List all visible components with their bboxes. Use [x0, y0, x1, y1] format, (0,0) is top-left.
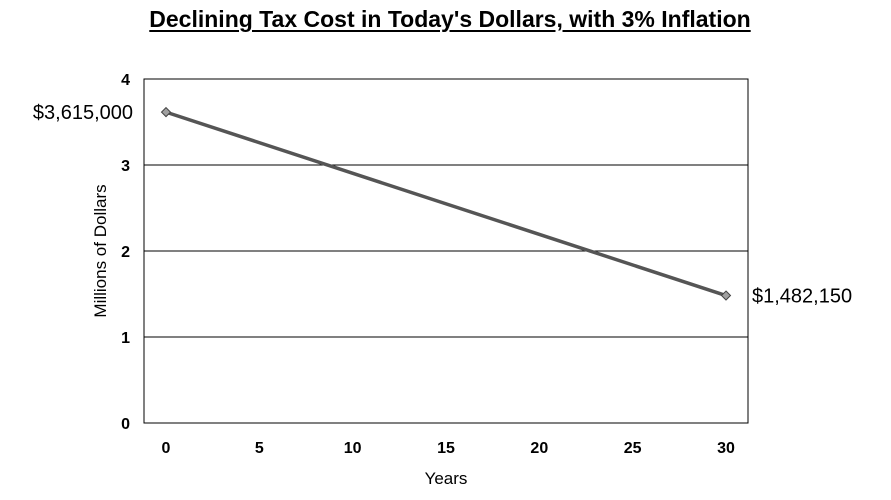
x-tick-label: 25 [624, 440, 642, 457]
x-tick-label: 20 [530, 440, 548, 457]
data-point [720, 290, 732, 301]
x-tick-label: 30 [717, 440, 735, 457]
data-point [160, 106, 172, 118]
x-tick-label: 5 [255, 440, 264, 457]
x-axis-label: Years [425, 469, 468, 488]
gridlines [144, 164, 748, 338]
y-tick-label: 0 [121, 416, 130, 433]
series-group [160, 106, 732, 301]
y-tick-label: 3 [121, 158, 130, 175]
data-label: $1,482,150 [752, 286, 852, 308]
y-tick-label: 1 [121, 330, 130, 347]
x-tick-labels: 0 5 10 15 20 25 30 [162, 440, 735, 457]
x-tick-label: 15 [437, 440, 455, 457]
series-line [165, 110, 727, 298]
chart-title: Declining Tax Cost in Today's Dollars, w… [149, 6, 751, 32]
data-labels: $3,615,000 $1,482,150 [33, 102, 852, 307]
y-axis-label: Millions of Dollars [91, 184, 110, 317]
y-tick-label: 2 [121, 244, 130, 261]
y-tick-label: 4 [121, 72, 130, 89]
data-label: $3,615,000 [33, 102, 133, 124]
y-tick-labels: 0 1 2 3 4 [121, 72, 130, 433]
x-tick-label: 0 [162, 440, 171, 457]
x-tick-label: 10 [344, 440, 362, 457]
